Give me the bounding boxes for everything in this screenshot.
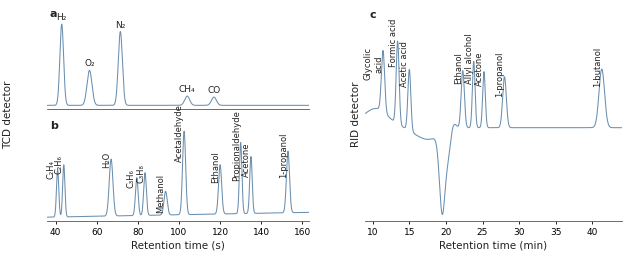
Text: O₂: O₂: [84, 59, 95, 68]
Text: a: a: [50, 9, 57, 19]
Text: Ethanol: Ethanol: [211, 152, 220, 183]
Text: N₂: N₂: [115, 20, 126, 30]
Text: c: c: [369, 10, 376, 20]
Text: C₃H₈: C₃H₈: [136, 165, 145, 183]
Text: C₂H₆: C₂H₆: [55, 155, 64, 174]
Text: H₂: H₂: [57, 13, 67, 22]
Text: 1-propanol: 1-propanol: [495, 52, 504, 97]
Text: TCD detector: TCD detector: [3, 81, 13, 149]
Text: H₂O: H₂O: [102, 152, 111, 168]
Text: Acetone: Acetone: [475, 52, 484, 86]
Text: Acetaldehyde: Acetaldehyde: [175, 104, 184, 162]
Text: Allyl alcohol: Allyl alcohol: [465, 34, 474, 84]
Text: Acetic acid: Acetic acid: [400, 41, 410, 87]
Text: 1-butanol: 1-butanol: [593, 46, 602, 87]
Text: Methanol: Methanol: [156, 174, 165, 213]
Text: Formic acid: Formic acid: [389, 18, 398, 67]
Text: 1-propanol: 1-propanol: [279, 132, 288, 178]
Y-axis label: RID detector: RID detector: [351, 81, 362, 147]
X-axis label: Retention time (s): Retention time (s): [131, 241, 225, 251]
Text: Glycolic
acid: Glycolic acid: [363, 47, 383, 81]
Text: CH₄: CH₄: [179, 85, 196, 94]
Text: C₃H₆: C₃H₆: [126, 169, 136, 188]
Text: Propionaldehyde: Propionaldehyde: [232, 110, 240, 181]
Text: Ethanol: Ethanol: [454, 52, 463, 84]
Text: CO: CO: [208, 86, 221, 95]
Text: C₂H₄: C₂H₄: [47, 160, 56, 179]
Text: Acetone: Acetone: [242, 143, 251, 177]
X-axis label: Retention time (min): Retention time (min): [439, 241, 548, 251]
Text: b: b: [50, 121, 58, 131]
